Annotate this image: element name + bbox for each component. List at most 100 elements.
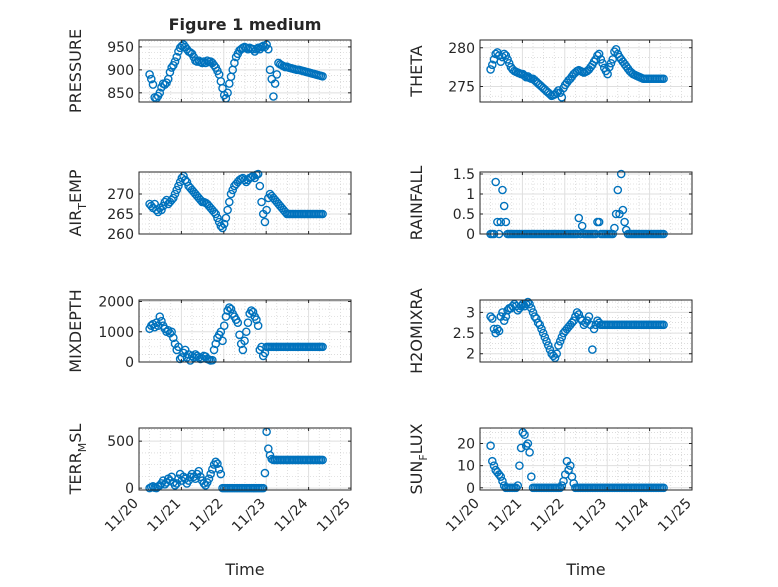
data-point — [318, 209, 327, 219]
data-point — [223, 205, 232, 215]
y-tick-label: 0 — [466, 481, 475, 497]
axes-box — [138, 427, 352, 491]
data-point — [564, 465, 573, 475]
data-point — [146, 74, 156, 84]
y-tick-label: 0.5 — [453, 207, 475, 223]
data-point — [233, 318, 243, 327]
data-point — [520, 71, 529, 80]
data-point — [596, 55, 606, 64]
data-point — [269, 92, 278, 101]
data-point — [219, 321, 229, 331]
data-point — [557, 481, 567, 490]
data-point — [489, 324, 499, 334]
data-point — [499, 201, 509, 211]
x-tick-label: 11/25 — [314, 496, 354, 536]
y-tick-label: 2000 — [98, 295, 134, 311]
data-point — [552, 88, 562, 97]
y-axis-label: SUNFLUX — [407, 423, 430, 494]
data-point — [542, 337, 551, 346]
data-point — [493, 217, 502, 227]
y-tick-label: 280 — [448, 41, 475, 57]
data-point — [157, 316, 166, 326]
data-point — [486, 312, 495, 321]
y-axis-label: MIXDEPTH — [66, 289, 85, 372]
data-point — [194, 466, 204, 476]
data-point — [611, 45, 621, 54]
subplot-theta: 275 280 THETA — [407, 39, 693, 103]
y-tick-label: 265 — [107, 207, 134, 223]
data-point — [605, 62, 614, 72]
data-point — [574, 213, 584, 223]
data-point — [503, 55, 512, 64]
axes-box — [479, 299, 693, 363]
y-tick-label: 3 — [466, 305, 475, 321]
y-tick-label: 1.5 — [453, 167, 475, 183]
subplot-pressure: 850 900 950 PRESSURE — [66, 29, 352, 113]
data-point — [255, 181, 265, 191]
x-tick-label: 11/23 — [570, 496, 610, 536]
data-point — [262, 205, 271, 215]
data-point — [211, 457, 221, 467]
data-point — [213, 459, 222, 468]
data-point — [555, 483, 565, 493]
x-tick-label: 11/25 — [655, 496, 695, 536]
data-point — [535, 320, 545, 330]
data-point — [523, 439, 533, 448]
data-point — [501, 51, 511, 60]
data-point — [174, 181, 183, 191]
data-point — [202, 56, 212, 65]
data-point — [496, 217, 506, 227]
y-tick-label: 10 — [457, 459, 475, 475]
axes-box — [479, 427, 693, 491]
x-tick-label: 11/22 — [528, 496, 568, 536]
data-point — [170, 57, 180, 66]
y-axis-label-subscript: T — [76, 203, 89, 211]
data-point — [620, 217, 629, 227]
data-point — [515, 461, 524, 470]
data-point — [257, 197, 266, 207]
subplot-terr-msl: 0 500 11/20 11/21 11/22 11/23 11/24 11/25 Time TE… — [66, 424, 354, 579]
data-point — [253, 321, 263, 331]
data-point — [550, 353, 560, 363]
subplot-rainfall: 0 0.5 1 1.5 RAINFALL — [407, 166, 693, 243]
data-point — [318, 71, 327, 81]
data-point — [243, 318, 253, 327]
y-axis-label: H2OMIXRA — [407, 288, 426, 374]
data-point — [496, 472, 506, 482]
data-point — [594, 217, 604, 227]
data-point — [493, 324, 502, 334]
y-tick-label: 1000 — [98, 325, 134, 341]
data-point — [169, 333, 178, 343]
x-tick-label: 11/21 — [485, 496, 525, 536]
data-point — [199, 479, 209, 488]
data-point — [209, 345, 219, 355]
data-point — [501, 217, 511, 227]
data-point — [218, 336, 227, 346]
data-point — [487, 456, 497, 466]
data-point — [606, 58, 616, 68]
x-tick-label: 11/24 — [613, 495, 653, 535]
data-point — [170, 189, 180, 199]
data-point — [238, 345, 248, 355]
y-tick-label: 0 — [466, 227, 475, 243]
y-axis-label: AIRTEMP — [66, 169, 89, 236]
data-point — [272, 70, 282, 79]
y-tick-label: 260 — [107, 227, 134, 243]
data-point — [540, 332, 550, 342]
data-point — [659, 320, 668, 330]
data-point — [155, 88, 165, 98]
y-tick-label: 0 — [125, 481, 134, 497]
y-tick-label: 20 — [457, 437, 475, 453]
data-point — [235, 330, 244, 340]
data-point — [260, 217, 270, 227]
data-point — [659, 483, 668, 493]
data-point — [219, 219, 229, 229]
y-tick-label: 275 — [448, 80, 475, 96]
y-tick-label: 1 — [466, 187, 475, 203]
data-point — [248, 307, 258, 317]
x-axis-label: Time — [565, 560, 605, 579]
y-axis-label-subscript: M — [76, 443, 89, 453]
y-tick-label: 2.5 — [453, 326, 475, 342]
data-point — [170, 481, 180, 490]
